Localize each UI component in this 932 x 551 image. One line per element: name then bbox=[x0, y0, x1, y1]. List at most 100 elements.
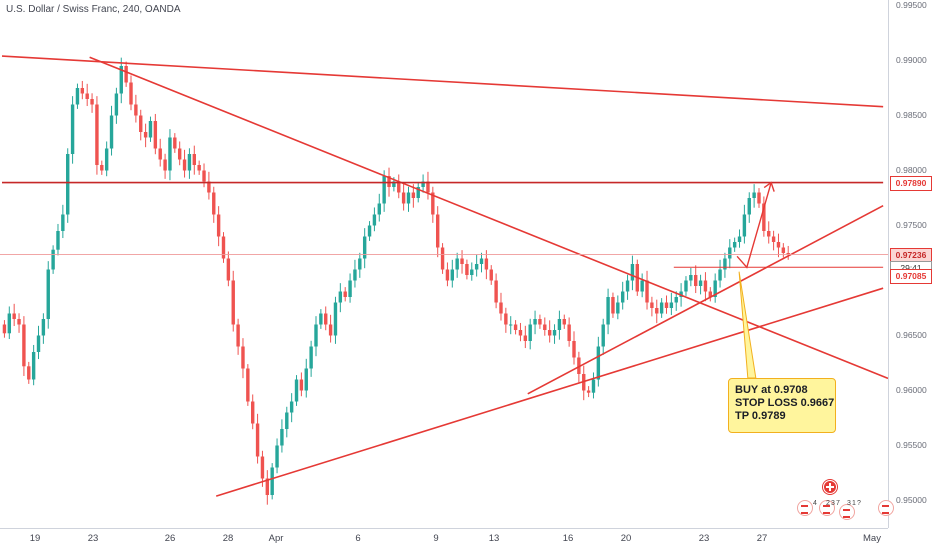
candle-body bbox=[338, 291, 343, 303]
candle-body bbox=[392, 181, 396, 187]
candle-body bbox=[343, 291, 347, 297]
candle-body bbox=[66, 154, 70, 215]
time-tick-label: 23 bbox=[87, 533, 99, 544]
candle-body bbox=[275, 445, 279, 468]
event-bubble-icon[interactable] bbox=[797, 500, 813, 516]
time-tick-label: 6 bbox=[355, 533, 361, 544]
trade-note[interactable]: BUY at 0.9708 STOP LOSS 0.9667 TP 0.9789 bbox=[728, 378, 836, 433]
candle-body bbox=[679, 291, 683, 297]
time-tick-label: 26 bbox=[164, 533, 176, 544]
candle-body bbox=[294, 379, 299, 402]
candle-body bbox=[655, 308, 659, 314]
candle-body bbox=[586, 390, 591, 393]
price-tick-label: 0.98500 bbox=[896, 109, 927, 120]
candle-body bbox=[455, 258, 459, 270]
candle-body bbox=[289, 401, 294, 413]
candle-body bbox=[440, 247, 445, 270]
candle-body bbox=[718, 269, 722, 281]
candle-body bbox=[202, 170, 206, 182]
candle-body bbox=[499, 302, 503, 314]
event-count: 4 bbox=[813, 500, 817, 507]
candle-body bbox=[484, 258, 489, 270]
candle-body bbox=[489, 269, 493, 281]
candle-body bbox=[260, 456, 265, 479]
event-count: 1 bbox=[852, 500, 856, 507]
candle-body bbox=[674, 297, 678, 303]
candle-body bbox=[382, 176, 386, 204]
candle-body bbox=[620, 291, 625, 303]
candle-body bbox=[31, 352, 36, 380]
candle-body bbox=[723, 258, 727, 270]
candle-body bbox=[591, 379, 596, 393]
candle-body bbox=[596, 346, 601, 380]
event-count: 3 bbox=[831, 500, 835, 507]
time-axis[interactable]: 19 23 26 28 Apr 6 9 13 16 20 23 27 May bbox=[0, 528, 888, 551]
candle-body bbox=[479, 258, 484, 264]
swiss-flag-icon[interactable] bbox=[823, 480, 837, 494]
candle-body bbox=[776, 242, 781, 248]
economic-events[interactable]: 4 2 3 7 3 1 ? bbox=[795, 476, 894, 522]
candle-body bbox=[781, 247, 786, 253]
candle-body bbox=[148, 121, 153, 138]
projection-path bbox=[736, 182, 772, 269]
candle-body bbox=[771, 236, 776, 242]
candle-body bbox=[737, 236, 742, 242]
candle-body bbox=[153, 121, 158, 149]
candle-body bbox=[36, 335, 41, 352]
candle-body bbox=[460, 258, 464, 264]
candle-body bbox=[104, 148, 109, 171]
candle-body bbox=[226, 258, 231, 281]
time-tick-label: Apr bbox=[268, 533, 284, 544]
candle-body bbox=[416, 187, 420, 198]
candle-body bbox=[280, 429, 284, 446]
event-bubble-icon[interactable] bbox=[839, 504, 855, 520]
candle-body bbox=[177, 148, 182, 160]
price-tick-label: 0.99000 bbox=[896, 54, 927, 65]
candle-body bbox=[265, 478, 270, 495]
candle-body bbox=[124, 66, 128, 83]
candle-body bbox=[270, 467, 274, 495]
candle-body bbox=[95, 104, 99, 165]
candle-body bbox=[246, 368, 250, 402]
candle-body bbox=[27, 366, 31, 380]
candlestick-chart[interactable] bbox=[0, 0, 888, 528]
time-tick-label: 16 bbox=[562, 533, 574, 544]
candle-body bbox=[90, 99, 94, 105]
candle-body bbox=[630, 264, 635, 281]
candle-body bbox=[606, 297, 610, 325]
candle-body bbox=[747, 198, 751, 215]
trend-line-ascending-support-low bbox=[215, 287, 884, 497]
candle-body bbox=[426, 181, 430, 193]
candle-body bbox=[163, 159, 167, 171]
candle-body bbox=[728, 247, 732, 259]
candle-body bbox=[324, 313, 328, 325]
candle-body bbox=[372, 214, 377, 226]
candle-body bbox=[562, 319, 566, 325]
candle-body bbox=[703, 280, 708, 292]
candle-body bbox=[401, 192, 406, 204]
candle-body bbox=[319, 313, 323, 325]
event-bubble-icon[interactable] bbox=[878, 500, 894, 516]
tp-price-tag: 0.97890 bbox=[890, 175, 932, 191]
candle-body bbox=[304, 368, 308, 391]
candle-body bbox=[552, 330, 557, 336]
candle-body bbox=[625, 280, 630, 292]
candle-body bbox=[80, 88, 85, 94]
candle-body bbox=[309, 346, 313, 369]
event-bubble-icon[interactable] bbox=[819, 500, 835, 516]
candle-body bbox=[75, 88, 80, 105]
event-count: 3 bbox=[847, 500, 851, 507]
candle-body bbox=[7, 313, 12, 334]
candle-body bbox=[543, 324, 547, 330]
candle-body bbox=[406, 192, 411, 204]
candle-body bbox=[577, 357, 581, 374]
time-tick-label: 13 bbox=[488, 533, 500, 544]
candle-body bbox=[61, 214, 65, 231]
event-count: 2 bbox=[826, 500, 830, 507]
price-tick-label: 0.99500 bbox=[896, 0, 927, 10]
event-count: ? bbox=[857, 500, 861, 507]
price-tick-label: 0.95000 bbox=[896, 494, 927, 505]
candle-body bbox=[197, 165, 201, 171]
candle-body bbox=[367, 225, 372, 237]
candle-body bbox=[397, 181, 401, 193]
